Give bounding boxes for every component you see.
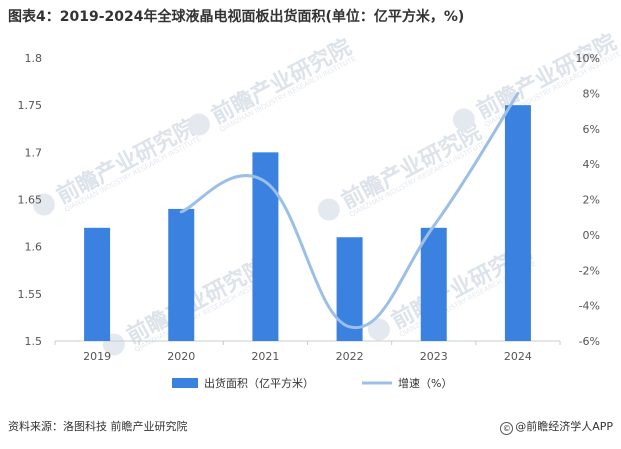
bar	[168, 208, 195, 341]
x-tick-label: 2022	[336, 350, 364, 363]
watermark-logo	[452, 108, 475, 131]
y-left-tick-label: 1.7	[25, 146, 43, 159]
copyright-icon: ©	[500, 422, 514, 435]
x-tick-label: 2021	[251, 350, 279, 363]
legend-label-line: 增速（%）	[398, 376, 452, 390]
watermark-logo	[367, 318, 390, 341]
brand-text: @前瞻经济学人APP	[515, 420, 613, 433]
growth-line	[179, 91, 520, 330]
y-right-tick-label: 8%	[583, 87, 600, 100]
y-right-tick-label: 2%	[583, 194, 600, 207]
y-left-tick-label: 1.6	[25, 241, 43, 254]
x-tick-label: 2024	[504, 350, 532, 363]
y-left-tick-label: 1.55	[18, 288, 43, 301]
watermark-logo	[187, 113, 210, 136]
y-right-tick-label: -2%	[579, 264, 600, 277]
bar	[420, 227, 447, 341]
legend-swatch-bar	[172, 378, 198, 388]
y-right-tick-label: 10%	[576, 52, 600, 65]
watermark-text: 前瞻产业研究院	[52, 114, 200, 209]
y-left-tick-label: 1.75	[18, 99, 43, 112]
watermark-text: 前瞻产业研究院	[472, 29, 620, 124]
bar	[504, 105, 531, 342]
bar	[84, 227, 111, 341]
watermark-logo	[317, 198, 340, 221]
x-tick-label: 2019	[83, 350, 111, 363]
legend: 出货面积（亿平方米） 增速（%）	[172, 376, 452, 390]
y-right-tick-label: -6%	[579, 335, 600, 348]
y-right-tick-label: 6%	[583, 123, 600, 136]
legend-label-bar: 出货面积（亿平方米）	[204, 376, 314, 390]
y-right-tick-label: -4%	[579, 300, 600, 313]
watermark-text: 前瞻产业研究院	[337, 119, 485, 214]
y-left-tick-label: 1.65	[18, 194, 43, 207]
watermark-text: 前瞻产业研究院	[122, 254, 270, 349]
watermark-text: 前瞻产业研究院	[207, 34, 355, 129]
x-tick-label: 2020	[167, 350, 195, 363]
y-left-tick-label: 1.5	[25, 335, 43, 348]
y-right-tick-label: 4%	[583, 158, 600, 171]
x-tick-label: 2023	[420, 350, 448, 363]
brand-credit: © @前瞻经济学人APP	[500, 418, 613, 435]
y-left-tick-label: 1.8	[25, 52, 43, 65]
y-right-tick-label: 0%	[583, 229, 600, 242]
axes: 1.5 1.55 1.6 1.65 1.7 1.75 1.8 -6% -4% -2% 0% 2% 4% 6…	[18, 52, 601, 363]
chart-title: 图表4：2019-2024年全球液晶电视面板出货面积(单位：亿平方米，%)	[8, 9, 465, 25]
source-note: 资料来源：洛图科技 前瞻产业研究院	[8, 420, 188, 433]
bar	[252, 152, 279, 341]
line-series	[179, 91, 520, 330]
bar-series	[84, 105, 531, 342]
watermark-logo	[32, 193, 55, 216]
